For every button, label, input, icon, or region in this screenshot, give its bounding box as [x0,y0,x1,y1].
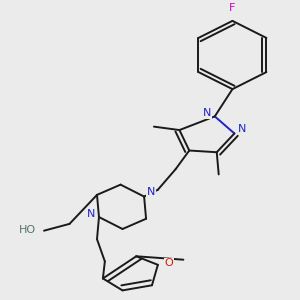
Text: N: N [87,208,95,219]
Text: N: N [238,124,246,134]
Text: HO: HO [19,225,36,235]
Text: O: O [164,258,173,268]
Text: F: F [229,3,236,13]
Text: N: N [147,188,155,197]
Text: N: N [203,108,211,118]
